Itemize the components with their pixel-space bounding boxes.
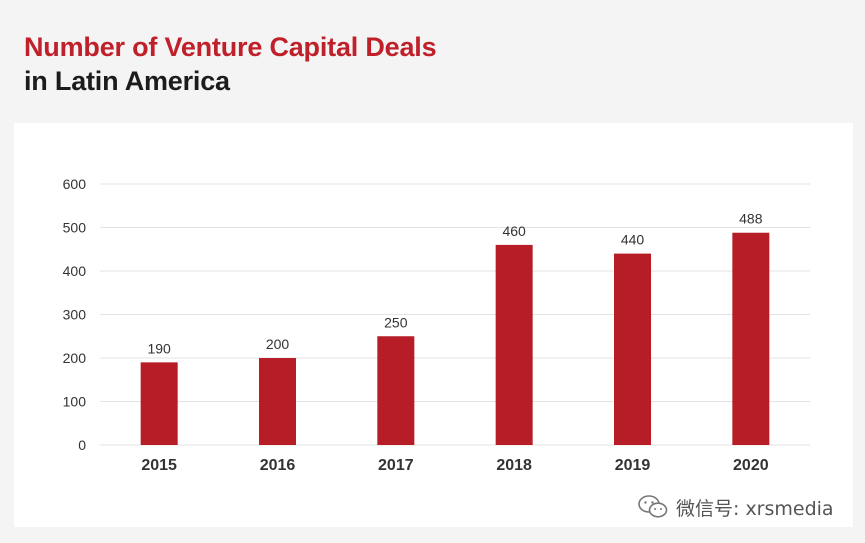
data-label: 250 xyxy=(384,314,408,330)
bar xyxy=(614,253,651,445)
data-labels: 190 200 250 460 440 488 xyxy=(147,211,762,357)
y-tick-label: 500 xyxy=(63,220,87,236)
title-line-1: Number of Venture Capital Deals xyxy=(24,32,437,62)
watermark: 微信号: xrsmedia xyxy=(638,492,834,522)
data-label: 460 xyxy=(502,223,526,239)
y-tick-label: 100 xyxy=(63,394,87,410)
title-line-2: in Latin America xyxy=(24,66,230,96)
bar xyxy=(732,232,770,445)
bar xyxy=(377,336,415,445)
bar xyxy=(140,362,178,445)
x-tick-label: 2019 xyxy=(615,457,651,474)
data-label: 200 xyxy=(266,336,290,352)
y-tick-label: 400 xyxy=(63,263,87,279)
y-tick-label: 600 xyxy=(63,176,87,192)
x-axis-ticks: 2015 2016 2017 2018 2019 2020 xyxy=(141,457,768,474)
wechat-icon xyxy=(638,495,668,518)
chart-card xyxy=(14,123,853,527)
watermark-text: 微信号: xrsmedia xyxy=(676,497,834,520)
data-label: 488 xyxy=(739,211,763,227)
x-tick-label: 2020 xyxy=(733,457,769,474)
chart-title: Number of Venture Capital Deals in Latin… xyxy=(24,30,437,98)
x-tick-label: 2016 xyxy=(260,457,296,474)
y-tick-label: 0 xyxy=(78,437,86,453)
data-label: 190 xyxy=(147,340,171,356)
y-tick-label: 200 xyxy=(63,350,87,366)
gridlines xyxy=(100,183,810,446)
x-tick-label: 2018 xyxy=(496,457,532,474)
y-tick-label: 300 xyxy=(63,307,87,323)
y-axis-ticks: 0 100 200 300 400 500 600 xyxy=(63,176,87,453)
x-tick-label: 2017 xyxy=(378,457,414,474)
bars xyxy=(140,232,770,445)
data-label: 440 xyxy=(621,232,645,248)
x-tick-label: 2015 xyxy=(141,457,177,474)
bar xyxy=(259,358,296,445)
bar xyxy=(495,244,533,445)
